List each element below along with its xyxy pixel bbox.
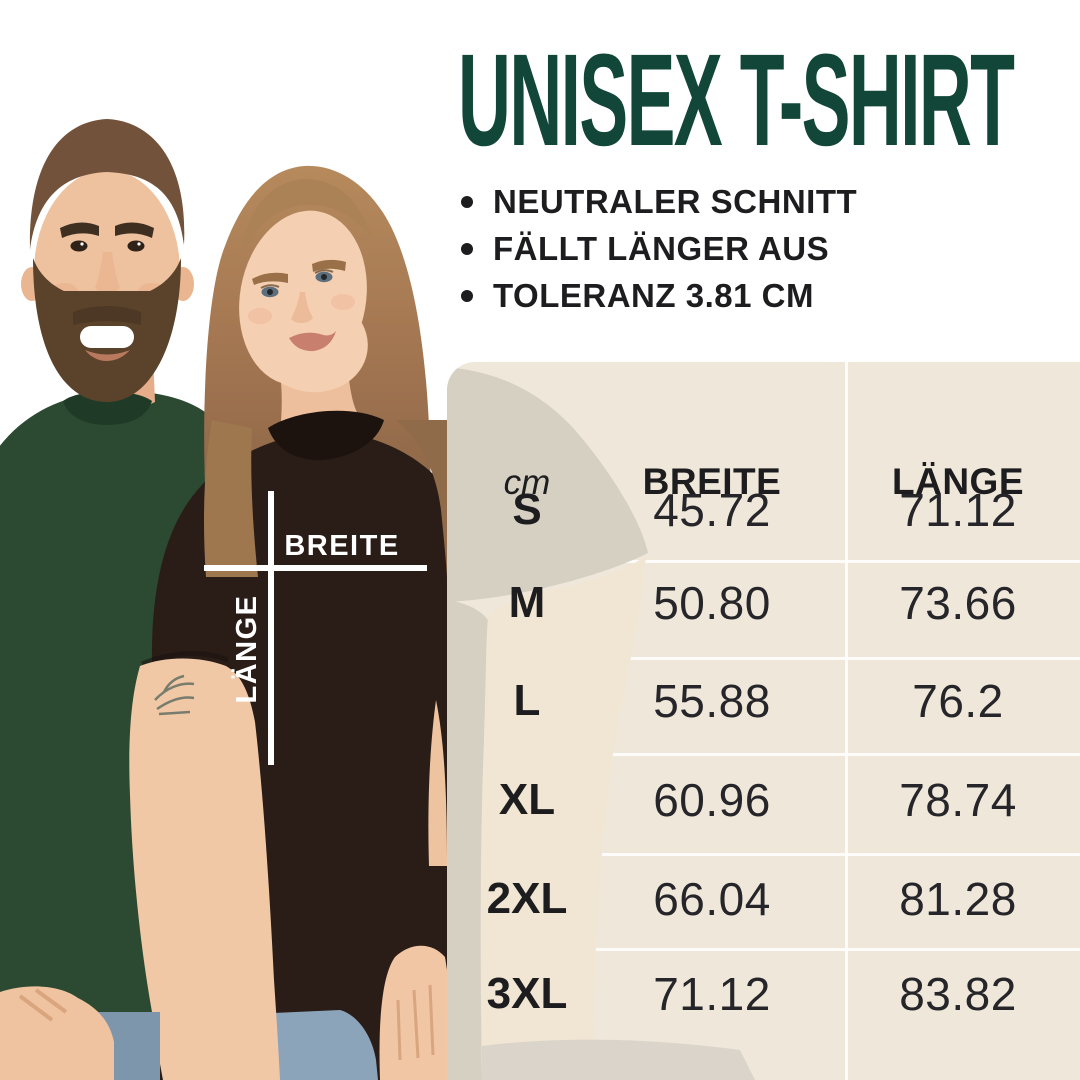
photo-ghost-silhouette <box>447 367 755 1080</box>
arm-tattoo <box>154 674 195 716</box>
bullet-icon <box>461 242 473 255</box>
feature-text: NEUTRALER SCHNITT <box>493 182 858 220</box>
man-hand <box>0 986 114 1080</box>
feature-item: TOLERANZ 3.81 CM <box>461 272 857 319</box>
row-divider <box>447 560 1080 563</box>
feature-text: TOLERANZ 3.81 CM <box>493 276 814 314</box>
bottom-jeans <box>0 986 160 1080</box>
breite-cell: 71.12 <box>653 968 771 1020</box>
page-title: UNISEX T-SHIRT <box>458 26 1015 173</box>
row-divider <box>447 657 1080 660</box>
feature-list: NEUTRALER SCHNITT FÄLLT LÄNGER AUS TOLER… <box>461 178 857 319</box>
column-divider <box>845 362 848 1080</box>
bullet-icon <box>461 289 473 302</box>
size-cell: M <box>508 578 546 627</box>
column-header-breite: BREITE <box>642 461 782 502</box>
laenge-cell: 83.82 <box>899 968 1017 1020</box>
row-divider <box>447 948 1080 951</box>
shirt-length-label: LÄNGE <box>231 594 263 704</box>
size-table-panel: cm BREITE LÄNGE S 45.72 71.12 M 50.80 73… <box>447 362 1080 1080</box>
breite-cell: 60.96 <box>653 774 771 826</box>
breite-cell: 50.80 <box>653 577 771 629</box>
feature-text: FÄLLT LÄNGER AUS <box>493 229 830 267</box>
size-cell: 2XL <box>486 874 568 923</box>
shirt-width-label: BREITE <box>284 530 400 562</box>
size-cell: L <box>513 676 541 725</box>
row-divider <box>447 753 1080 756</box>
woman-left-arm <box>129 658 280 1080</box>
laenge-cell: 76.2 <box>912 675 1004 727</box>
man-collar <box>63 391 152 425</box>
length-measure-line <box>268 491 274 765</box>
man-hair <box>29 119 185 250</box>
man-smile <box>80 326 134 348</box>
woman-hair-front <box>242 179 372 252</box>
feature-item: NEUTRALER SCHNITT <box>461 178 857 225</box>
woman-right-hand <box>379 945 447 1080</box>
couple-photo <box>0 0 470 1080</box>
laenge-cell: 78.74 <box>899 774 1017 826</box>
woman-smile <box>289 331 336 352</box>
bullet-icon <box>461 195 473 208</box>
row-divider <box>447 853 1080 856</box>
unit-header: cm <box>503 463 551 502</box>
size-cell: S <box>512 485 542 534</box>
breite-cell: 45.72 <box>653 484 771 536</box>
column-header-laenge: LÄNGE <box>892 461 1024 502</box>
laenge-cell: 73.66 <box>899 577 1017 629</box>
laenge-cell: 71.12 <box>899 484 1017 536</box>
laenge-cell: 81.28 <box>899 873 1017 925</box>
woman-collar <box>268 410 384 461</box>
woman-figure <box>129 165 470 1080</box>
breite-cell: 66.04 <box>653 873 771 925</box>
size-cell: XL <box>498 775 556 824</box>
width-measure-line <box>204 565 427 571</box>
breite-cell: 55.88 <box>653 675 771 727</box>
size-cell: 3XL <box>486 969 568 1018</box>
feature-item: FÄLLT LÄNGER AUS <box>461 225 857 272</box>
